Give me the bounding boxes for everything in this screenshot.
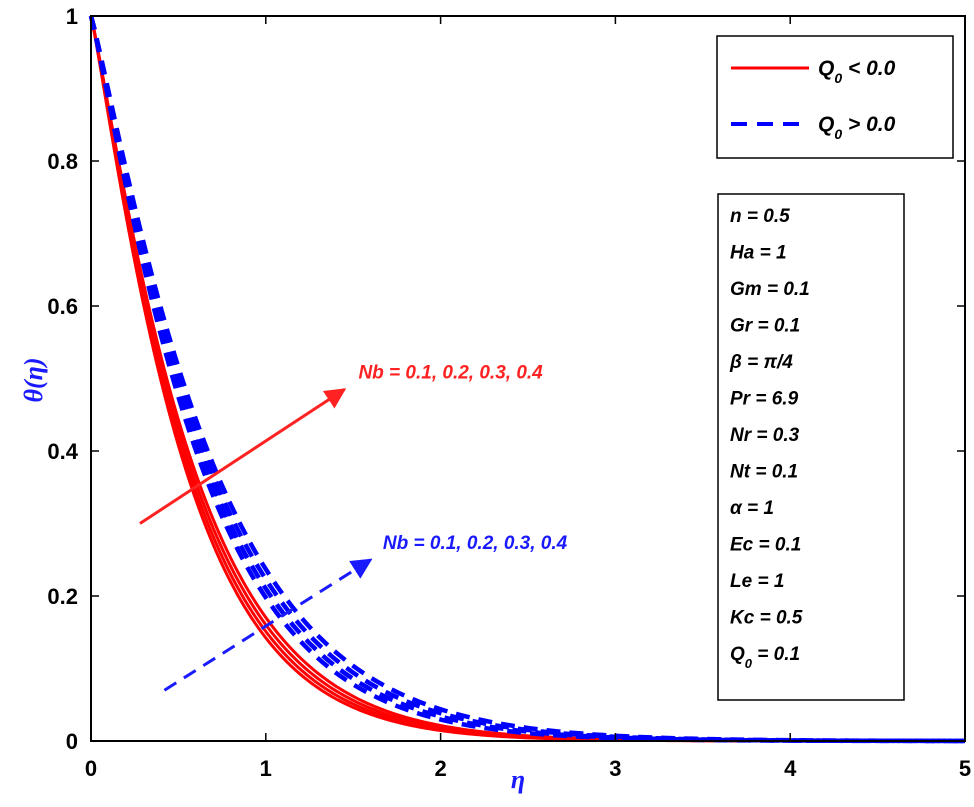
parameter-line: Nr = 0.3 xyxy=(730,425,800,446)
parameter-line: Nt = 0.1 xyxy=(730,462,798,483)
parameter-line: Gr = 0.1 xyxy=(730,316,800,337)
legend-frame xyxy=(716,35,954,159)
ticks-layer: 0 1 2 3 4 5 0 0.2 0.4 0.6 0.8 1 xyxy=(47,4,971,781)
series-line-blue-7 xyxy=(88,15,965,744)
legend-text-blue: Q0 > 0.0 xyxy=(818,113,896,142)
y-tick-label: 0.4 xyxy=(47,439,78,464)
parameter-line: Q0 = 0.1 xyxy=(730,644,800,671)
x-tick-label: 3 xyxy=(609,756,621,781)
nb-annotation-0: Nb = 0.1, 0.2, 0.3, 0.4 xyxy=(358,363,543,384)
y-tick-label: 0 xyxy=(66,729,78,754)
legend: Q0 < 0.0 Q0 > 0.0 xyxy=(716,35,954,159)
x-axis-label: η xyxy=(511,765,525,794)
x-tick-label: 5 xyxy=(959,756,971,781)
parameter-frame xyxy=(717,193,905,701)
annotations-layer: Nb = 0.1, 0.2, 0.3, 0.4 Nb = 0.1, 0.2, 0.… xyxy=(139,363,568,692)
x-tick-label: 0 xyxy=(85,756,97,781)
parameter-line: Ha = 1 xyxy=(730,243,787,264)
y-axis-label: θ(η) xyxy=(19,357,48,402)
x-tick-label: 2 xyxy=(434,756,446,781)
legend-text-red: Q0 < 0.0 xyxy=(818,57,896,86)
y-tick-label: 1 xyxy=(66,4,78,29)
x-tick-label: 1 xyxy=(260,756,272,781)
parameter-line: Kc = 0.5 xyxy=(730,608,803,629)
plot-frame xyxy=(90,15,966,742)
parameter-line: α = 1 xyxy=(730,498,774,519)
parameter-box: n = 0.5 Ha = 1 Gm = 0.1 Gr = 0.1 β = π/4 Pr =… xyxy=(717,193,905,701)
nb-annotation-1: Nb = 0.1, 0.2, 0.3, 0.4 xyxy=(383,533,568,554)
parameter-line: Ec = 0.1 xyxy=(730,535,801,556)
y-tick-label: 0.6 xyxy=(47,294,78,319)
y-tick-label: 0.2 xyxy=(47,584,78,609)
x-tick-label: 4 xyxy=(784,756,797,781)
parameter-line: n = 0.5 xyxy=(730,206,790,227)
parameter-line: Le = 1 xyxy=(730,571,784,592)
parameter-line: Pr = 6.9 xyxy=(730,389,799,410)
nb-arrow-0 xyxy=(139,388,347,525)
nb-arrow-1 xyxy=(163,558,373,692)
parameter-line: Gm = 0.1 xyxy=(730,279,810,300)
y-tick-label: 0.8 xyxy=(47,149,78,174)
parameter-line: β = π/4 xyxy=(729,352,793,373)
